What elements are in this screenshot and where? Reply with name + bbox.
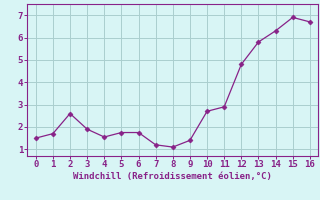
- X-axis label: Windchill (Refroidissement éolien,°C): Windchill (Refroidissement éolien,°C): [73, 172, 272, 181]
